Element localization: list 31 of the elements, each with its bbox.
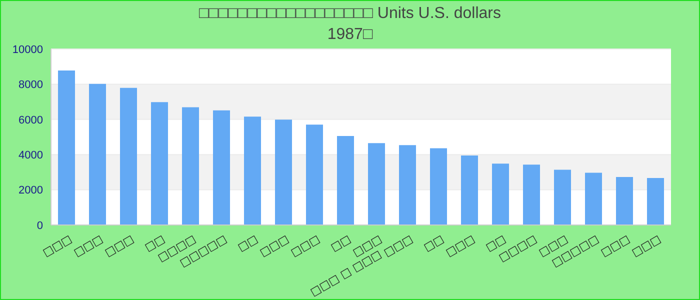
y-tick-label: 6000 [18,114,43,126]
bar [399,145,416,225]
bar [275,120,292,225]
bar [461,155,478,225]
chart-subtitle: 1987□ [326,25,374,45]
bar [337,136,354,225]
bar [616,176,633,225]
chart-title: □□□□□□□□□□□□□□□□□□ Units U.S. dollars [198,4,502,24]
y-tick-label: 10000 [12,44,43,56]
bar [492,164,509,225]
y-tick-label: 8000 [18,79,43,92]
x-tick-label: □□ [328,232,353,254]
bar [89,84,106,225]
bar [120,88,137,225]
bar [182,107,199,225]
bar [647,178,664,225]
y-tick-label: 0 [36,220,43,232]
bar [213,110,230,225]
bar [306,124,323,225]
bar [58,70,75,225]
bar [585,172,602,225]
bar [554,170,571,225]
bar [244,116,261,225]
bar [151,102,168,225]
x-tick-label: □□ [421,232,446,254]
bar [368,143,385,225]
y-tick-label: 4000 [18,150,43,162]
x-tick-label: □□ [235,232,260,254]
y-tick-label: 2000 [18,184,43,197]
bar [523,164,540,225]
bar [430,148,447,225]
